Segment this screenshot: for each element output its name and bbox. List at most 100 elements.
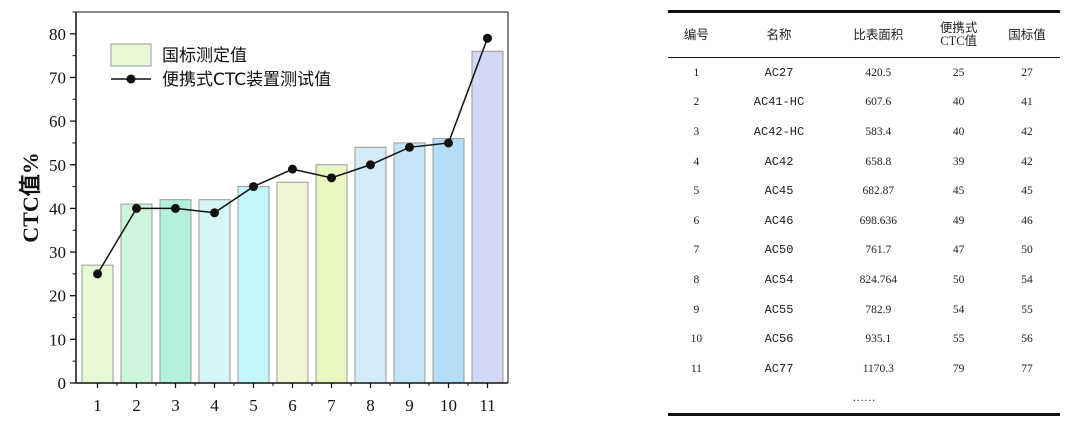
table-header-row: 编号 名称 比表面积 便携式 CTC值 国标值 [668,11,1060,58]
x-tick-label: 4 [210,396,219,415]
legend-bar-label: 国标测定值 [162,46,247,66]
y-tick-label: 0 [58,374,67,393]
bar [432,138,465,384]
row-surface-area: 1170.3 [862,362,894,375]
row-portable-ctc: 25 [952,66,965,79]
bar [276,181,309,384]
row-national-standard: 42 [1021,125,1033,138]
x-tick-label: 5 [249,396,258,415]
bar [120,203,153,384]
row-name: AC46 [764,213,794,228]
legend-bar-swatch [110,43,152,67]
row-number: 8 [693,273,700,286]
row-surface-area: 658.8 [865,155,892,168]
table-row: 7 AC50 761.7 47 50 [668,236,1060,266]
row-portable-ctc: 50 [952,273,965,286]
table-row: 9 AC55 782.9 54 55 [668,295,1060,325]
bar [393,142,426,384]
row-portable-ctc: 39 [952,155,965,168]
table-row: 8 AC54 824.764 50 54 [668,265,1060,295]
header-surface-area: 比表面积 [853,27,904,42]
bar [315,164,348,384]
bar [237,186,270,384]
row-national-standard: 55 [1021,303,1033,316]
x-tick-label: 11 [479,396,495,415]
line-point [288,164,297,174]
table-ellipsis-row: …… [668,384,1060,415]
x-tick-label: 1 [93,396,102,415]
y-tick-label: 80 [49,25,66,44]
row-surface-area: 607.6 [865,96,892,109]
row-number: 4 [693,155,700,168]
ctc-chart: 0 10 20 30 40 50 60 70 80 1 2 3 4 5 6 7 8 9 10 11 CTC值% 国标测定值… [18,11,509,415]
row-portable-ctc: 47 [952,244,965,257]
row-number: 6 [693,214,700,227]
row-number: 9 [693,303,700,316]
line-point [249,182,258,192]
table-row: 6 AC46 698.636 49 46 [668,206,1060,236]
row-name: AC55 [764,302,794,317]
line-point [444,138,453,148]
line-point [132,203,141,213]
table-ellipsis: …… [852,392,876,405]
row-name: AC45 [764,184,794,199]
x-tick-label: 7 [327,396,336,415]
row-national-standard: 46 [1021,214,1033,227]
row-name: AC41-HC [753,95,805,110]
header-number: 编号 [683,27,709,42]
x-tick-label: 2 [132,396,141,415]
row-national-standard: 54 [1021,273,1033,286]
table-row: 4 AC42 658.8 39 42 [668,147,1060,177]
row-surface-area: 824.764 [859,273,897,286]
row-national-standard: 50 [1021,244,1033,257]
header-name: 名称 [766,27,792,42]
row-surface-area: 698.636 [859,214,897,227]
line-point [171,203,180,213]
legend-line-marker [126,74,136,84]
bar [354,146,387,384]
row-surface-area: 782.9 [865,303,892,316]
row-national-standard: 41 [1021,96,1033,109]
ctc-table: 编号 名称 比表面积 便携式 CTC值 国标值 1 AC27 420.5 25 27 2 A… [668,10,1060,416]
x-tick-label: 6 [288,396,297,415]
line-point [93,269,102,279]
x-tick-label: 3 [171,396,180,415]
row-name: AC50 [764,243,794,258]
row-number: 3 [693,125,700,138]
legend-line-label: 便携式CTC装置测试值 [162,70,331,90]
x-tick-label: 9 [405,396,414,415]
row-portable-ctc: 40 [952,96,965,109]
table-row: 5 AC45 682.87 45 45 [668,176,1060,206]
line-point [327,173,336,183]
y-tick-label: 50 [49,156,66,175]
row-name: AC27 [764,65,794,80]
bar [198,199,231,384]
row-name: AC42 [764,154,794,169]
row-portable-ctc: 79 [952,362,965,375]
row-national-standard: 42 [1021,155,1033,168]
table-row: 2 AC41-HC 607.6 40 41 [668,88,1060,118]
row-portable-ctc: 40 [952,125,965,138]
row-surface-area: 583.4 [865,125,892,138]
bar [159,199,192,384]
bar [471,50,504,384]
y-tick-label: 70 [49,68,66,87]
x-tick-label: 10 [440,396,457,415]
row-number: 10 [690,333,703,346]
header-portable-line1: 便携式 [939,21,978,35]
row-surface-area: 420.5 [865,66,892,79]
y-tick-label: 60 [49,112,66,131]
row-name: AC77 [764,361,794,376]
ctc-table-container: 编号 名称 比表面积 便携式 CTC值 国标值 1 AC27 420.5 25 27 2 A… [668,10,1060,416]
y-tick-label: 30 [49,243,66,262]
line-point [405,142,414,152]
row-number: 5 [693,185,700,198]
row-portable-ctc: 54 [952,303,965,316]
y-axis-label: CTC值% [18,152,43,242]
y-tick-label: 40 [49,199,66,218]
table-row: 3 AC42-HC 583.4 40 42 [668,117,1060,147]
row-name: AC42-HC [753,124,805,139]
row-name: AC56 [764,332,794,347]
line-point [366,160,375,170]
row-number: 11 [690,362,702,375]
